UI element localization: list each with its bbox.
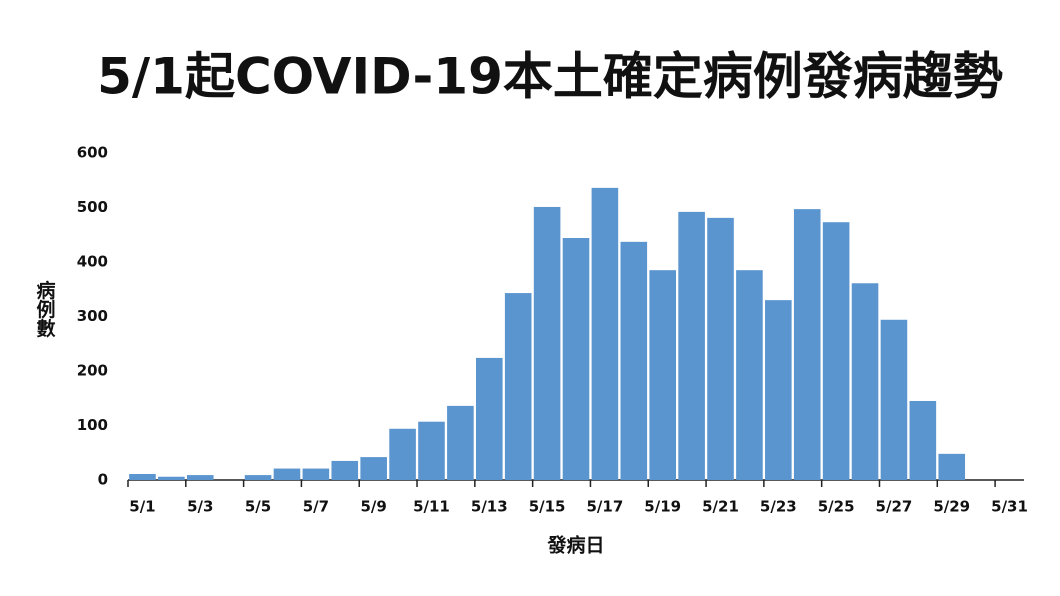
x-tick-label: 5/7 xyxy=(303,498,329,516)
bar xyxy=(591,187,619,480)
bar xyxy=(331,460,359,480)
bar xyxy=(447,405,474,480)
bar xyxy=(186,475,214,480)
y-tick-label: 400 xyxy=(77,253,108,271)
bar xyxy=(909,400,937,480)
bar xyxy=(158,476,185,480)
bar xyxy=(389,428,416,480)
bar xyxy=(620,241,648,480)
bar xyxy=(360,457,387,480)
x-tick-label: 5/15 xyxy=(529,498,566,516)
bar xyxy=(793,209,821,480)
x-tick-label: 5/3 xyxy=(187,498,213,516)
bar xyxy=(707,217,734,481)
x-tick-label: 5/27 xyxy=(876,498,913,516)
y-tick-label: 500 xyxy=(77,198,108,216)
x-axis-title: 發病日 xyxy=(546,534,604,557)
x-tick-label: 5/13 xyxy=(471,498,508,516)
chart-title: 5/1起COVID-19本土確定病例發病趨勢 xyxy=(97,48,1003,106)
bar xyxy=(562,238,590,480)
y-axis-title: 病例數 xyxy=(34,279,56,338)
bar xyxy=(244,475,272,480)
x-tick-label: 5/25 xyxy=(818,498,855,516)
bar xyxy=(678,211,705,481)
bar xyxy=(765,300,792,480)
y-tick-label: 200 xyxy=(77,362,108,380)
y-tick-label: 100 xyxy=(77,416,108,434)
y-tick-label: 600 xyxy=(77,144,108,162)
bar xyxy=(880,319,908,480)
x-tick-label: 5/31 xyxy=(991,498,1028,516)
x-tick-label: 5/21 xyxy=(702,498,739,516)
y-tick-label: 0 xyxy=(98,471,108,489)
x-tick-label: 5/11 xyxy=(413,498,450,516)
bar xyxy=(736,270,763,480)
bar xyxy=(851,283,879,480)
bar xyxy=(504,293,532,480)
bar xyxy=(129,474,156,480)
y-tick-label: 300 xyxy=(77,307,108,325)
bar xyxy=(822,222,850,480)
x-tick-label: 5/1 xyxy=(129,498,155,516)
x-tick-label: 5/9 xyxy=(360,498,386,516)
x-tick-label: 5/19 xyxy=(644,498,681,516)
x-tick-label: 5/5 xyxy=(245,498,271,516)
x-tick-label: 5/17 xyxy=(587,498,624,516)
bar xyxy=(649,270,677,480)
x-tick-label: 5/23 xyxy=(760,498,797,516)
bar xyxy=(273,468,301,480)
bar xyxy=(475,357,503,480)
x-tick-label: 5/29 xyxy=(933,498,970,516)
bar xyxy=(938,453,966,480)
bar xyxy=(533,206,561,480)
bar xyxy=(418,421,445,480)
bar xyxy=(302,468,330,480)
